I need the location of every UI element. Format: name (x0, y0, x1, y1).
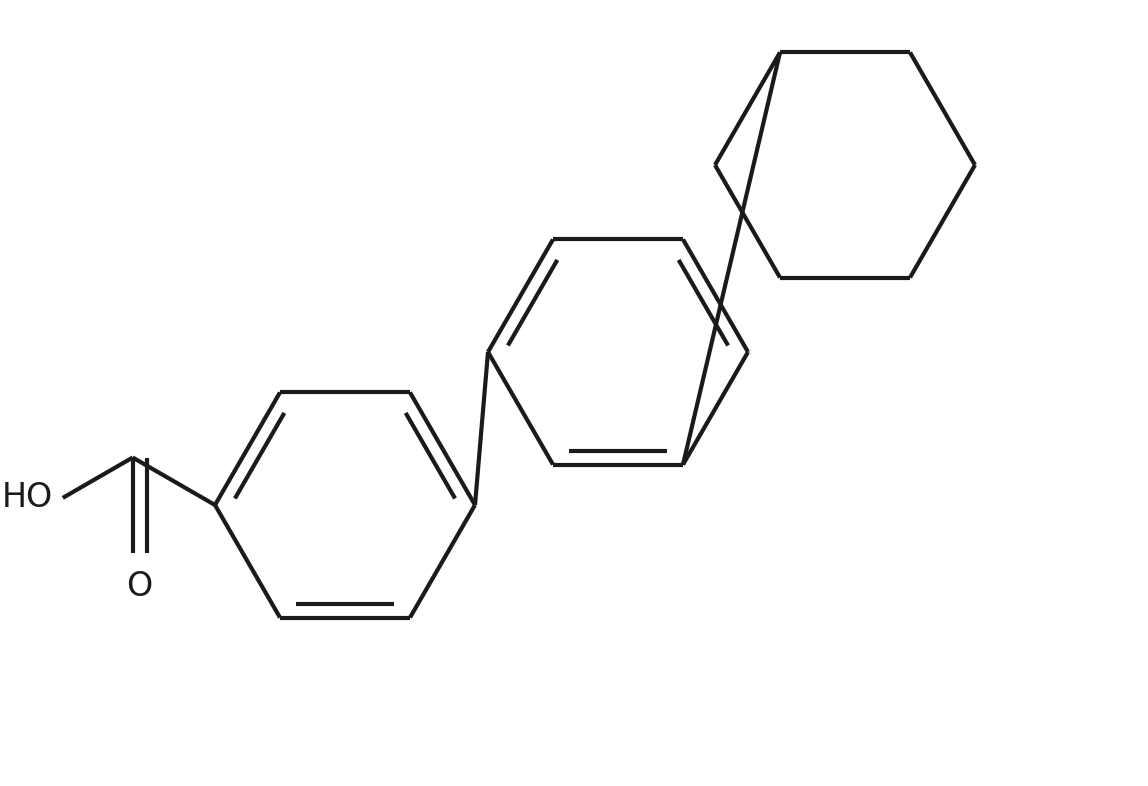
Text: O: O (126, 571, 153, 604)
Text: HO: HO (1, 481, 53, 514)
